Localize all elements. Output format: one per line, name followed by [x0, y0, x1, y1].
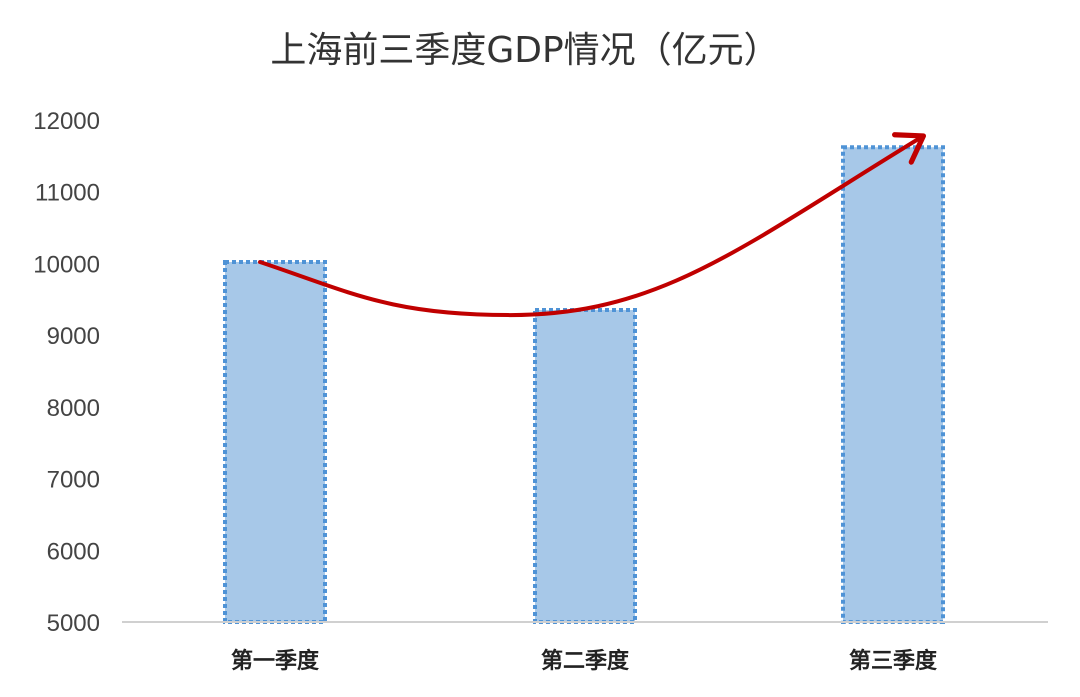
- trend-arrow: [258, 132, 927, 318]
- y-tick-label: 6000: [47, 538, 100, 565]
- y-tick-label: 7000: [47, 467, 100, 494]
- y-axis-ticks: 5000 6000 7000 8000 9000 10000 11000 12000: [33, 108, 100, 637]
- y-tick-label: 11000: [35, 180, 100, 207]
- bars: [223, 145, 945, 624]
- x-tick-label: 第一季度: [231, 648, 320, 674]
- x-tick-label: 第三季度: [849, 648, 938, 674]
- x-tick-label: 第二季度: [541, 648, 630, 674]
- bar-3: [841, 145, 945, 624]
- bar-2: [533, 308, 637, 624]
- y-tick-label: 8000: [47, 395, 100, 422]
- y-tick-label: 10000: [33, 251, 100, 278]
- chart-title: 上海前三季度GDP情况（亿元）: [270, 30, 779, 71]
- y-tick-label: 5000: [47, 610, 100, 637]
- y-tick-label: 12000: [33, 108, 100, 135]
- y-tick-label: 9000: [47, 323, 100, 350]
- bar-1: [223, 259, 327, 624]
- x-axis-ticks: 第一季度 第二季度 第三季度: [231, 648, 938, 674]
